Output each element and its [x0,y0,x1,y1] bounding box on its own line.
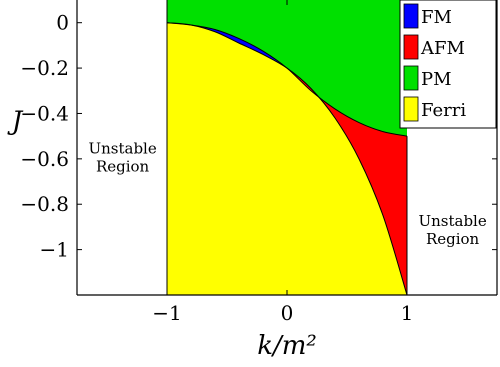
x-axis-label: k/m² [257,331,317,361]
x-tick-label: −1 [152,301,181,325]
y-tick-label: −0.4 [20,101,69,125]
y-tick-label: −1 [40,238,69,262]
y-tick-label: −0.2 [20,56,69,80]
unstable-region-label: Unstable Region [418,212,486,248]
legend-label-afm: AFM [420,38,465,59]
legend-label-ferri: Ferri [421,100,466,121]
region-ferri [167,22,407,295]
legend-label-pm: PM [421,69,452,90]
axis-ticks: −1 0 1 0 −0.2 −0.4 −0.6 −0.8 −1 [20,0,497,325]
y-tick-label: 0 [56,11,69,35]
legend-swatch-ferri [403,96,419,122]
legend-swatch-afm [403,34,419,60]
legend-swatch-fm [403,3,419,29]
y-tick-label: −0.8 [20,192,69,216]
phase-boundaries [166,0,408,296]
plot-area [167,0,407,295]
x-tick-label: 1 [401,301,414,325]
pm-boundary-line [166,22,408,137]
unstable-region-label: Unstable Region [88,140,156,176]
y-axis-label: J [7,106,24,136]
legend-swatch-pm [403,65,419,91]
legend-label-fm: FM [421,7,452,28]
y-tick-label: −0.6 [20,147,69,171]
annotations: Unstable Region Unstable Region [88,140,486,249]
region-afm [287,68,407,295]
x-tick-label: 0 [281,301,294,325]
legend: FM AFM PM Ferri [399,0,497,129]
